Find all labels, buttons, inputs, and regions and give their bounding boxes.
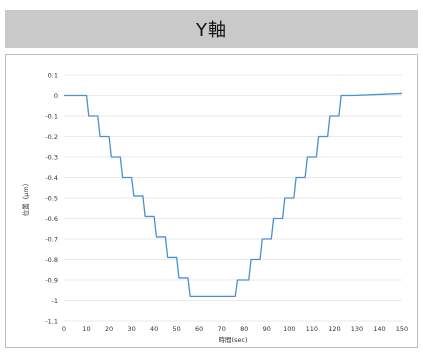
x-tick-label: 90: [263, 325, 271, 333]
axis-header: Y軸: [5, 10, 418, 48]
gridlines: [64, 74, 402, 322]
x-tick-label: 110: [306, 325, 318, 333]
x-tick-label: 30: [127, 325, 135, 333]
y-tick-label: -0.4: [45, 174, 58, 182]
y-axis-label: 位置（μm）: [21, 180, 30, 216]
x-tick-labels: 0 10 20 30 40 50 60 70 80 90 100 110 120 130 140 150: [62, 325, 408, 333]
y-tick-label: -0.9: [45, 276, 58, 284]
chart-frame: 0.1 0 -0.1 -0.2 -0.3 -0.4 -0.5 -0.6 -0.7 -0.8 -0.9…: [5, 54, 418, 348]
y-tick-label: -0.8: [45, 256, 58, 264]
y-tick-label: -1: [52, 297, 58, 305]
y-tick-label: -1.1: [45, 317, 58, 325]
y-tick-label: -0.6: [45, 215, 58, 223]
y-tick-label: -0.3: [45, 153, 58, 161]
x-tick-label: 70: [218, 325, 226, 333]
y-tick-label: 0: [54, 92, 58, 100]
x-axis-label: 時間(sec): [218, 336, 247, 344]
series-line: [64, 92, 403, 298]
x-tick-label: 60: [195, 325, 203, 333]
y-tick-label: -0.5: [45, 194, 58, 202]
x-tick-label: 40: [150, 325, 158, 333]
y-tick-label: 0.1: [48, 71, 58, 79]
chart-svg: 0.1 0 -0.1 -0.2 -0.3 -0.4 -0.5 -0.6 -0.7 -0.8 -0.9…: [21, 71, 408, 344]
y-tick-label: -0.7: [45, 235, 58, 243]
y-tick-label: -0.1: [45, 112, 58, 120]
x-tick-label: 0: [62, 325, 66, 333]
axis-header-title: Y軸: [196, 20, 227, 41]
x-tick-label: 120: [328, 325, 340, 333]
x-tick-label: 150: [396, 325, 408, 333]
y-tick-label: -0.2: [45, 133, 58, 141]
x-tick-label: 20: [105, 325, 113, 333]
x-tick-label: 140: [373, 325, 385, 333]
x-tick-label: 100: [283, 325, 295, 333]
x-tick-label: 10: [82, 325, 90, 333]
y-tick-labels: 0.1 0 -0.1 -0.2 -0.3 -0.4 -0.5 -0.6 -0.7 -0.8 -0.9…: [45, 71, 58, 325]
x-tick-label: 80: [240, 325, 248, 333]
x-tick-label: 130: [351, 325, 363, 333]
x-tick-label: 50: [173, 325, 181, 333]
